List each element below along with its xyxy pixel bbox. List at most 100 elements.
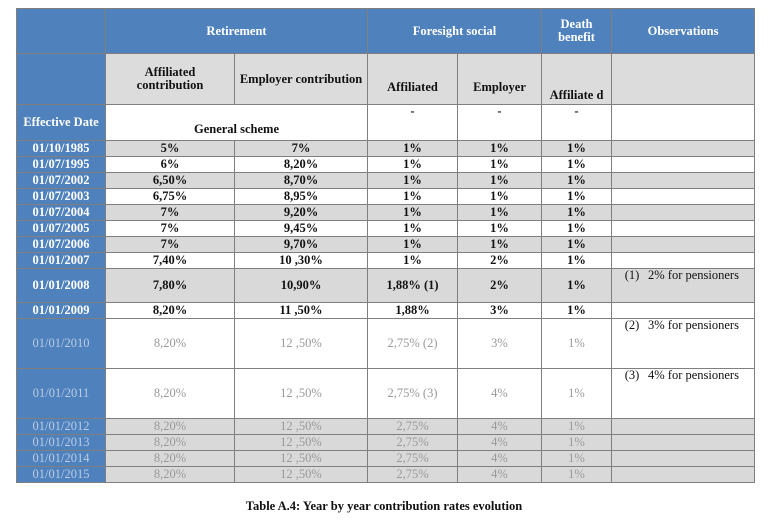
observation-number: (3) <box>624 368 640 382</box>
table-row: 01/01/2011 8,20% 12 ,50% 2,75% (3) 4% 1% (3) 4%… <box>16 368 756 419</box>
effective-date-cell: 01/01/2013 <box>16 434 106 451</box>
corner-cell-2 <box>16 53 106 105</box>
employer-contribution-cell: 12 ,50% <box>234 466 368 483</box>
observation-cell <box>611 236 756 253</box>
employer-contribution-header: Employer contribution <box>234 53 368 105</box>
observation-cell: (2) 3% for pensioners <box>611 318 756 369</box>
fs-affiliated-cell: 1,88% (1) <box>367 268 458 303</box>
table-caption: Table A.4: Year by year contribution rat… <box>245 499 523 513</box>
table-row: 01/07/2006 7% 9,70% 1% 1% 1% <box>16 236 756 253</box>
fs-employer-cell: 1% <box>456 172 543 189</box>
fs-employer-cell: 3% <box>456 318 543 369</box>
table-row: 01/10/1985 5% 7% 1% 1% 1% <box>16 140 756 157</box>
fs-employer-cell: 1% <box>456 188 543 205</box>
table-row: 01/07/2005 7% 9,45% 1% 1% 1% <box>16 220 756 237</box>
observation-cell <box>611 188 756 205</box>
fs-affiliated-cell: 1% <box>367 140 458 157</box>
dash-cell: - <box>456 104 543 141</box>
employer-contribution-cell: 8,20% <box>234 156 368 173</box>
fs-affiliated-cell: 1,88% <box>367 302 458 319</box>
effective-date-cell: 01/07/2005 <box>16 220 106 237</box>
effective-date-cell: 01/01/2014 <box>16 450 106 467</box>
fs-employer-cell: 4% <box>456 466 543 483</box>
dash-cell: - <box>367 104 458 141</box>
fs-employer-cell: 1% <box>456 236 543 253</box>
subheader-row: Affiliated contribution Employer contrib… <box>16 53 756 105</box>
general-scheme-label: General scheme <box>105 104 368 141</box>
effective-date-cell: 01/07/2004 <box>16 204 106 221</box>
observation-text: 4% for pensioners <box>648 368 739 382</box>
fs-affiliated-cell: 2,75% <box>367 450 458 467</box>
death-affiliated-cell: 1% <box>541 302 613 319</box>
death-affiliated-header: Affiliate d <box>541 53 613 105</box>
observation-cell <box>611 220 756 237</box>
effective-date-cell: 01/01/2007 <box>16 252 106 269</box>
effective-date-cell: 01/01/2009 <box>16 302 106 319</box>
death-affiliated-cell: 1% <box>541 368 613 419</box>
effective-date-cell: 01/01/2008 <box>16 268 106 303</box>
effective-date-label: Effective Date <box>16 104 106 141</box>
scheme-row: Effective Date General scheme - - - <box>16 104 756 141</box>
affiliated-contribution-cell: 7% <box>105 236 235 253</box>
affiliated-contribution-cell: 6,50% <box>105 172 235 189</box>
observation-cell: (1) 2% for pensioners <box>611 268 756 303</box>
observation-cell <box>611 156 756 173</box>
fs-employer-header: Employer <box>456 53 543 105</box>
effective-date-cell: 01/01/2010 <box>16 318 106 369</box>
foresight-social-header: Foresight social <box>366 8 543 54</box>
fs-employer-cell: 2% <box>456 268 543 303</box>
observation-number: (2) <box>624 318 640 332</box>
corner-cell <box>16 8 106 54</box>
observation-cell <box>611 434 756 451</box>
effective-date-cell: 01/07/2006 <box>16 236 106 253</box>
employer-contribution-cell: 12 ,50% <box>234 418 368 435</box>
employer-contribution-cell: 9,70% <box>234 236 368 253</box>
effective-date-cell: 01/01/2012 <box>16 418 106 435</box>
death-benefit-header: Death benefit <box>541 8 613 54</box>
employer-contribution-cell: 11 ,50% <box>234 302 368 319</box>
table-row: 01/01/2010 8,20% 12 ,50% 2,75% (2) 3% 1% (2) 3%… <box>16 318 756 369</box>
effective-date-cell: 01/07/1995 <box>16 156 106 173</box>
observation-cell <box>611 466 756 483</box>
observations-header: Observations <box>611 8 756 54</box>
fs-affiliated-cell: 1% <box>367 204 458 221</box>
table-row: 01/07/2004 7% 9,20% 1% 1% 1% <box>16 204 756 221</box>
death-affiliated-cell: 1% <box>541 188 613 205</box>
observation-cell <box>611 450 756 467</box>
fs-employer-cell: 1% <box>456 156 543 173</box>
effective-date-cell: 01/07/2003 <box>16 188 106 205</box>
fs-affiliated-cell: 1% <box>367 252 458 269</box>
death-affiliated-cell: 1% <box>541 204 613 221</box>
death-affiliated-cell: 1% <box>541 236 613 253</box>
fs-employer-cell: 1% <box>456 140 543 157</box>
fs-affiliated-cell: 1% <box>367 188 458 205</box>
observation-cell <box>611 140 756 157</box>
table-row: 01/07/2002 6,50% 8,70% 1% 1% 1% <box>16 172 756 189</box>
death-affiliated-cell: 1% <box>541 268 613 303</box>
fs-employer-cell: 4% <box>456 418 543 435</box>
observation-text: 3% for pensioners <box>648 318 739 332</box>
employer-contribution-cell: 9,45% <box>234 220 368 237</box>
affiliated-contribution-cell: 5% <box>105 140 235 157</box>
employer-contribution-cell: 12 ,50% <box>234 318 368 369</box>
death-affiliated-cell: 1% <box>541 172 613 189</box>
death-affiliated-cell: 1% <box>541 466 613 483</box>
affiliated-contribution-cell: 6% <box>105 156 235 173</box>
employer-contribution-cell: 10 ,30% <box>234 252 368 269</box>
table-row: 01/01/2008 7,80% 10,90% 1,88% (1) 2% 1% (1) 2% … <box>16 268 756 303</box>
fs-affiliated-cell: 2,75% (2) <box>367 318 458 369</box>
affiliated-contribution-cell: 6,75% <box>105 188 235 205</box>
observation-number: (1) <box>624 268 640 282</box>
affiliated-contribution-cell: 8,20% <box>105 434 235 451</box>
observation-cell <box>611 252 756 269</box>
fs-affiliated-cell: 2,75% <box>367 434 458 451</box>
observation-cell <box>611 418 756 435</box>
death-affiliated-cell: 1% <box>541 434 613 451</box>
fs-affiliated-cell: 2,75% <box>367 466 458 483</box>
employer-contribution-cell: 12 ,50% <box>234 368 368 419</box>
dash-cell: - <box>541 104 613 141</box>
fs-affiliated-cell: 1% <box>367 236 458 253</box>
effective-date-cell: 01/01/2011 <box>16 368 106 419</box>
fs-affiliated-cell: 1% <box>367 220 458 237</box>
table-row: 01/01/2012 8,20% 12 ,50% 2,75% 4% 1% <box>16 418 756 435</box>
